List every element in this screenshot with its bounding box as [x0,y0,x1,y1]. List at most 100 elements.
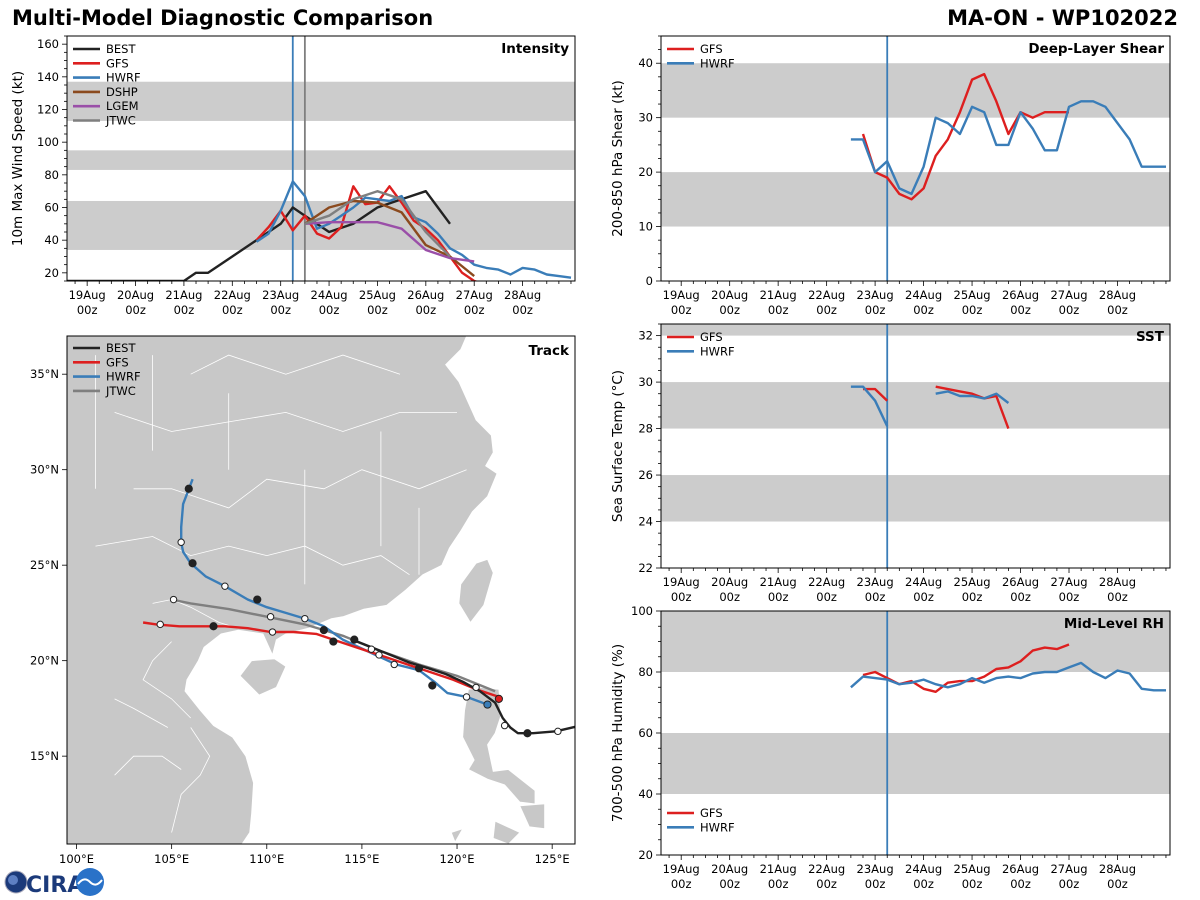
sst-series-hwrf-seg0 [850,385,889,427]
rh-ylabel: 700-500 hPa Humidity (%) [610,644,626,822]
track-panel: 100°E 105°E 110°E 115°E 120°E 125°E 15°N 20°N 25… [30,335,576,866]
intensity-xtick-label-day: 28Aug [504,288,541,302]
intensity-ytick-label: 120 [37,103,59,117]
rh-xtick-label-hour: 00z [768,877,789,891]
sst-xtick-label-hour: 00z [962,590,983,604]
intensity-series-jtwc [304,189,451,258]
shear-ytick-label: 40 [638,56,653,70]
track-point-best [169,595,178,604]
intensity-band-2 [67,81,575,121]
rh-xtick-label-day: 22Aug [808,862,845,876]
sst-ytick-label: 24 [638,515,653,529]
track-point-best [428,681,437,690]
rh-xtick-label-hour: 00z [1010,877,1031,891]
sst-xtick-label-day: 21Aug [760,575,797,589]
sst-legend-label-gfs: GFS [700,330,723,344]
sst-xtick-label-day: 19Aug [663,575,700,589]
rh-band-1 [661,611,1170,672]
shear-band-0 [661,172,1170,227]
sst-series-hwrf-seg1 [935,390,1010,404]
track-point-best [266,613,275,621]
rh-xtick-label-day: 24Aug [905,862,942,876]
province-border-2 [114,411,457,432]
intensity-ytick-label: 20 [44,266,59,280]
shear-xtick-label-hour: 00z [1107,303,1128,317]
sst-xtick-label-hour: 00z [913,590,934,604]
intensity-xtick-label-hour: 00z [319,303,340,317]
rh-ytick-label: 100 [631,604,653,618]
rh-xtick-label-hour: 00z [913,877,934,891]
track-point-best [500,721,509,730]
storm-id-title: MA-ON - WP102022 [947,6,1178,30]
track-point-best [329,637,338,646]
sst-xtick-label-day: 20Aug [711,575,748,589]
track-point-best [523,729,532,738]
sst-series-gfs-seg1 [935,385,1010,430]
rh-legend-label-hwrf: HWRF [700,820,735,834]
shear-series-hwrf [850,100,1166,196]
track-xtick-label: 125°E [535,852,570,866]
province-border-1 [133,469,467,509]
sst-xtick-label-day: 25Aug [954,575,991,589]
shear-xtick-label-hour: 00z [1059,303,1080,317]
intensity-ytick-label: 100 [37,135,59,149]
shear-xtick-label-day: 19Aug [663,288,700,302]
sst-ytick-label: 28 [638,422,653,436]
track-point-best [375,651,383,659]
shear-panel: 19Aug00z20Aug00z21Aug00z22Aug00z23Aug00z… [610,35,1171,317]
track-ytick-label: 35°N [30,367,59,381]
sst-xtick-label-day: 27Aug [1050,575,1087,589]
track-frame [66,335,576,845]
province-border-7 [114,698,168,728]
rh-ytick-label: 40 [638,787,653,801]
track-xtick-label: 115°E [344,852,379,866]
sst-band-1 [661,382,1170,429]
shear-xtick-label-hour: 00z [1010,303,1031,317]
sst-xtick-label-day: 22Aug [808,575,845,589]
figure-title: Multi-Model Diagnostic Comparison [12,6,434,30]
shear-ytick-label: 10 [638,220,653,234]
intensity-xtick-label-hour: 00z [222,303,243,317]
intensity-legend-label-gfs: GFS [106,56,129,70]
rh-series-hwrf [850,661,1166,692]
shear-ylabel: 200-850 hPa Shear (kt) [610,80,626,237]
intensity-xtick-label-day: 22Aug [214,288,251,302]
intensity-xtick-label-day: 19Aug [69,288,106,302]
sst-panel-title: SST [1136,329,1165,345]
track-legend-label-jtwc: JTWC [105,384,136,398]
track-point-hwrf [483,700,492,709]
shear-xtick-label-hour: 00z [768,303,789,317]
track-point-best [268,628,277,636]
sst-xtick-label-hour: 00z [671,590,692,604]
rh-xtick-label-day: 20Aug [711,862,748,876]
track-point-best [301,614,309,623]
rh-panel-title: Mid-Level RH [1064,616,1164,632]
sst-xtick-label-day: 24Aug [905,575,942,589]
shear-xtick-label-day: 22Aug [808,288,845,302]
sst-xtick-label-hour: 00z [1059,590,1080,604]
track-point-best [209,622,218,631]
intensity-ytick-label: 140 [37,70,59,84]
rh-xtick-label-hour: 00z [671,877,692,891]
rh-xtick-label-hour: 00z [1059,877,1080,891]
shear-xtick-label-hour: 00z [913,303,934,317]
shear-xtick-label-day: 25Aug [954,288,991,302]
rh-band-0 [661,733,1170,794]
sst-band-2 [661,324,1170,336]
shear-xtick-label-hour: 00z [671,303,692,317]
intensity-ytick-label: 80 [44,168,59,182]
rh-xtick-label-day: 25Aug [954,862,991,876]
track-legend-label-gfs: GFS [106,355,129,369]
intensity-xtick-label-day: 24Aug [311,288,348,302]
taiwan-island [458,558,494,624]
province-border-6 [114,755,182,776]
province-border-3 [152,599,239,629]
panay-island [492,820,521,844]
intensity-xtick-label-hour: 00z [270,303,291,317]
track-point-best [221,582,229,590]
rh-legend-label-gfs: GFS [700,806,723,820]
province-border-8 [190,354,401,375]
shear-band-1 [661,63,1170,118]
track-point-best [350,635,359,644]
